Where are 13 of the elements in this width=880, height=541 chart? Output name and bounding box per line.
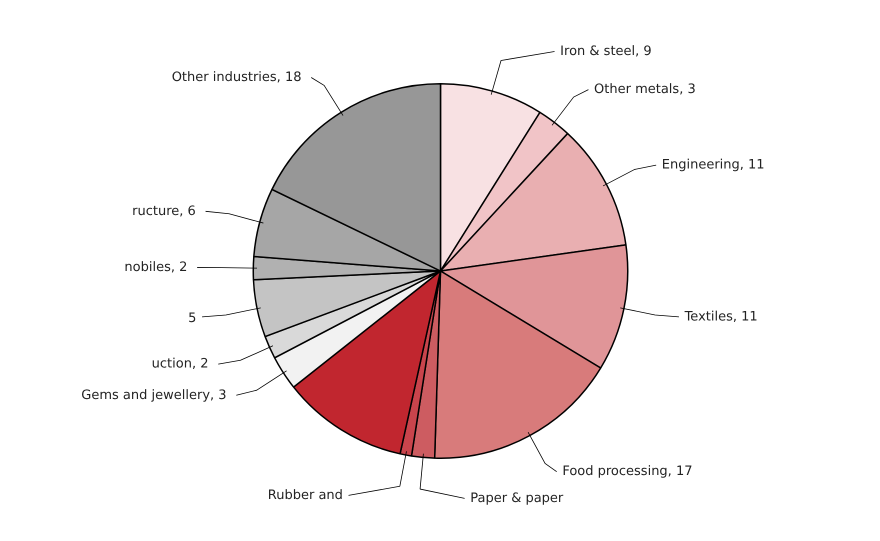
- slice-label: Textiles, 11: [684, 309, 758, 324]
- slice-label: Iron & steel, 9: [560, 44, 652, 60]
- data-label: 5: [188, 310, 196, 326]
- slice-label: ructure, 6: [132, 204, 196, 219]
- slice-label: Paper & paper: [470, 490, 564, 506]
- slice-label: Engineering, 11: [662, 158, 765, 173]
- slice-label: Other industries, 18: [172, 70, 302, 85]
- slice-label: Other metals, 3: [594, 82, 696, 98]
- slice-label: nobiles, 2: [124, 260, 188, 275]
- slice-label: Rubber and: [268, 488, 343, 503]
- slice-label: Food processing, 17: [562, 464, 692, 480]
- slice-label: Gems and jewellery, 3: [81, 388, 227, 403]
- slice-label: uction, 2: [152, 356, 208, 372]
